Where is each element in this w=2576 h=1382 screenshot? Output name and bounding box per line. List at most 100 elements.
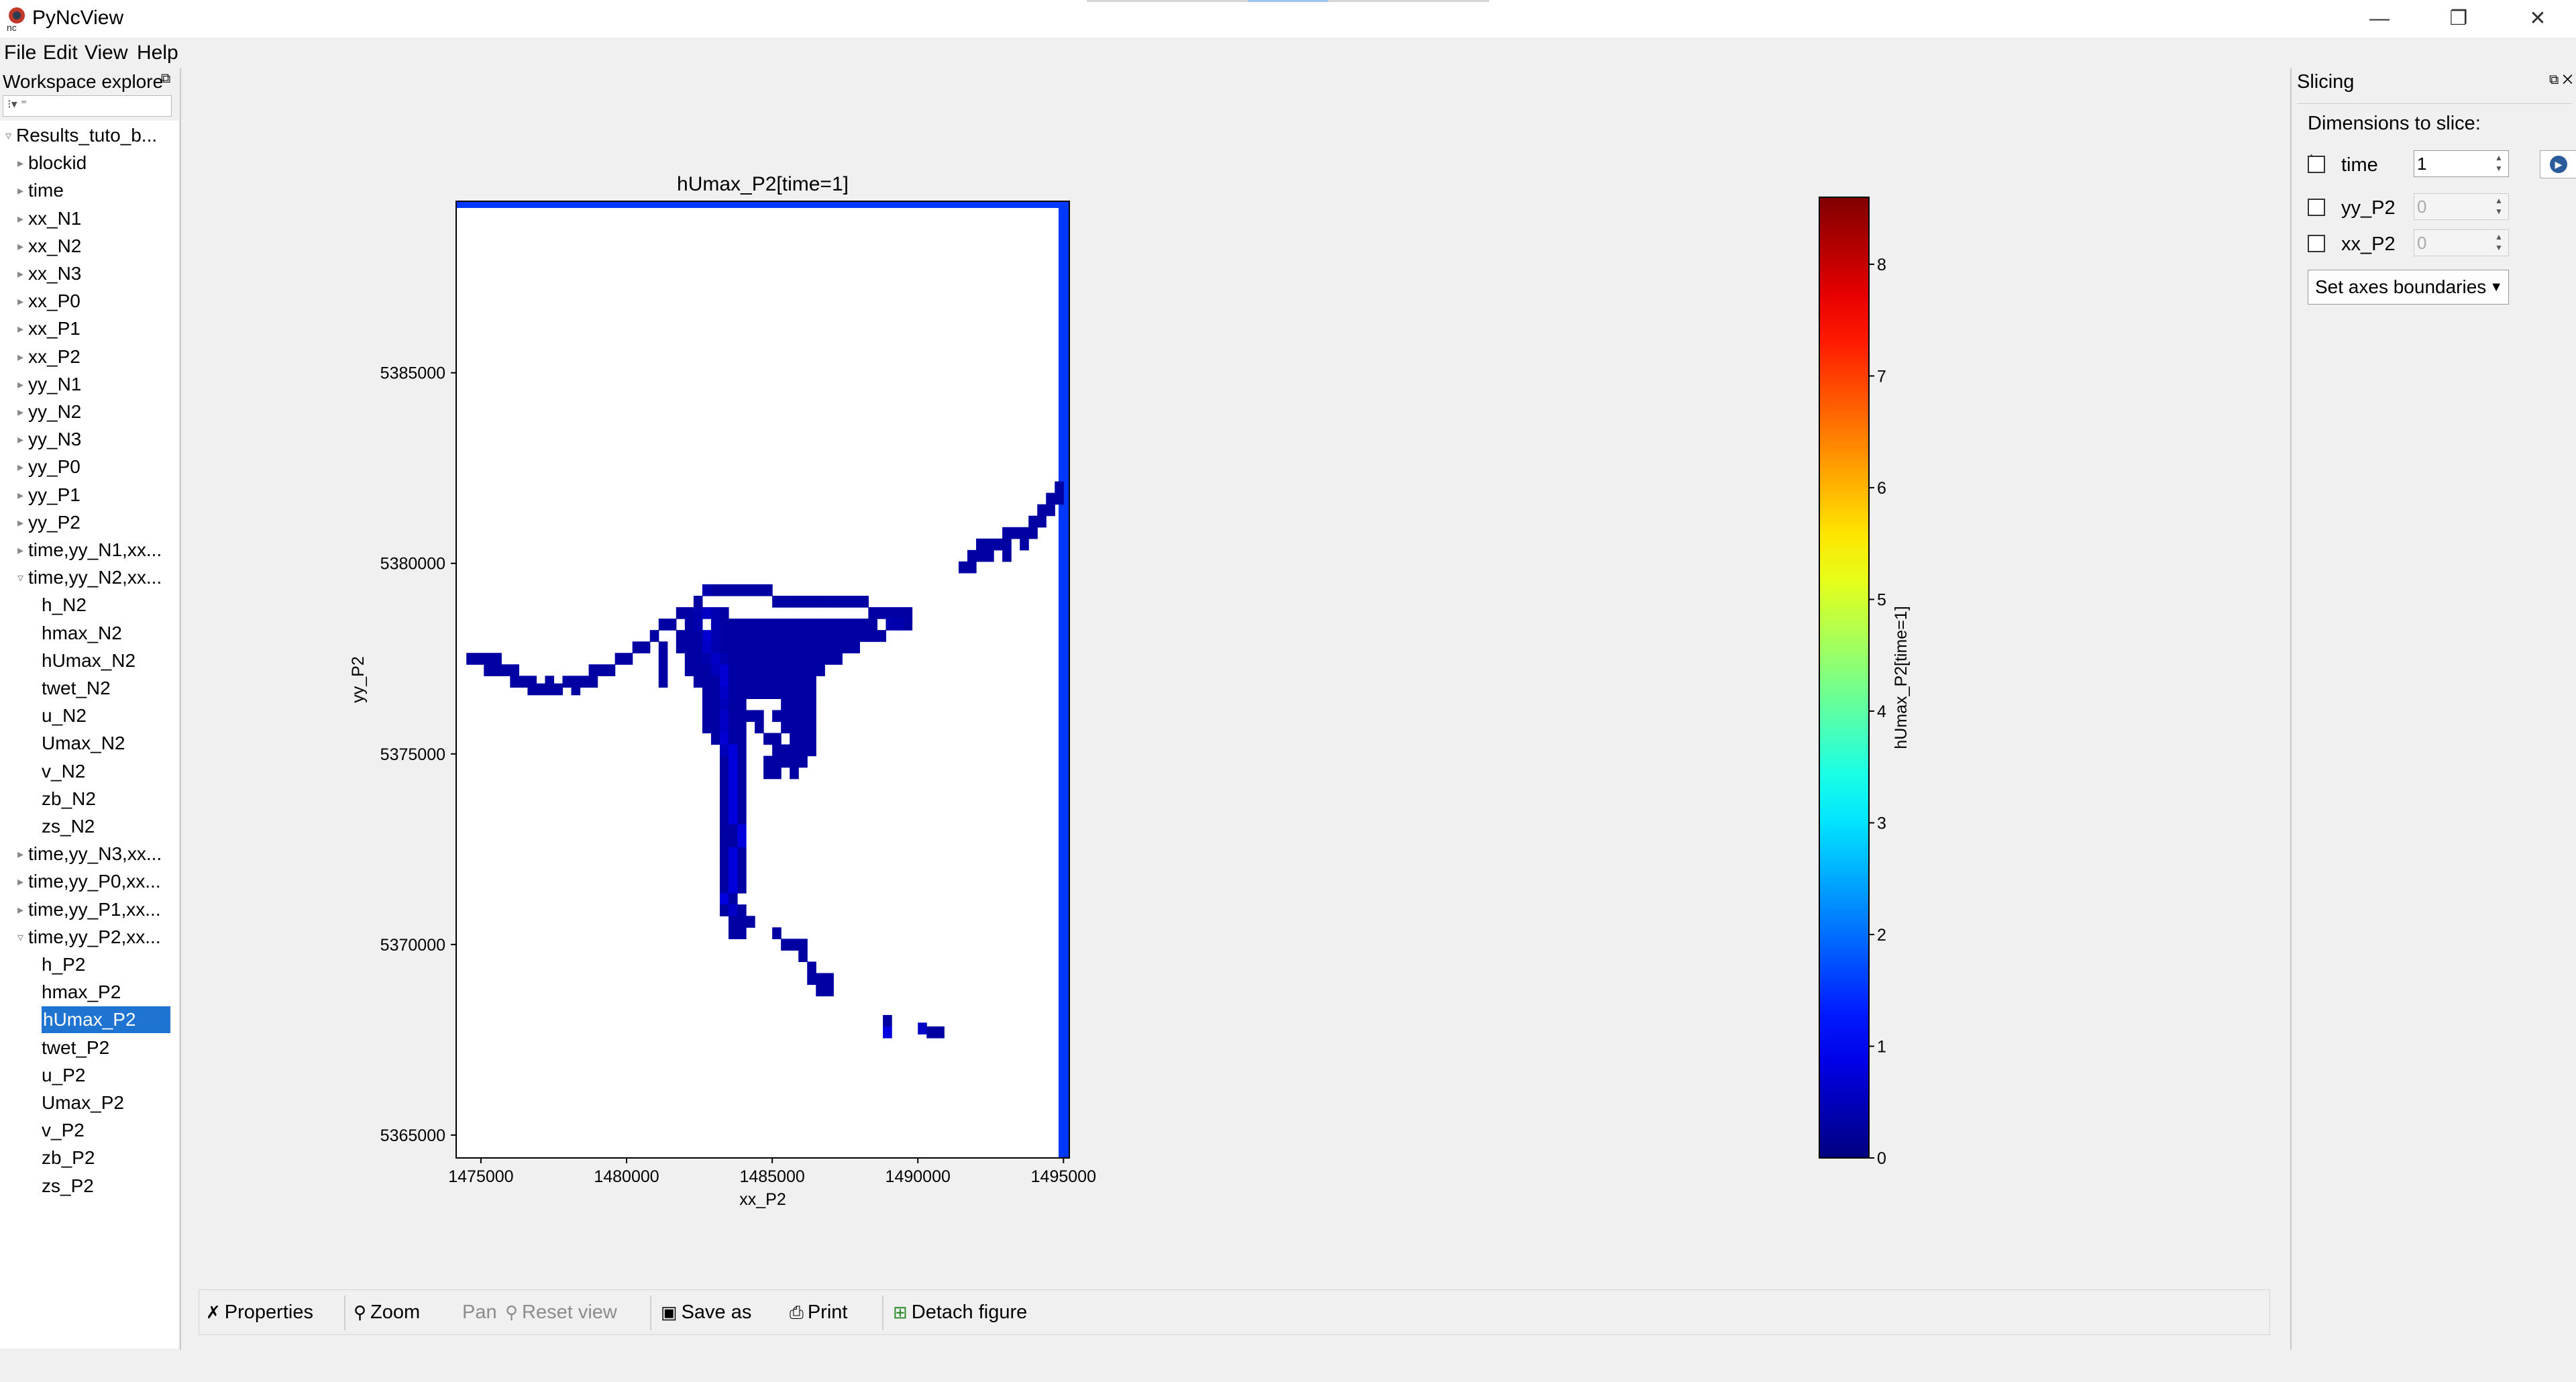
tree-item[interactable]: xx_P2 — [28, 343, 80, 370]
tree-item[interactable]: time,yy_N1,xx... — [28, 537, 162, 564]
tree-expander-icon[interactable]: ▸ — [17, 405, 24, 419]
tree-expander-icon[interactable]: ▿ — [17, 571, 24, 585]
tree-expander-icon[interactable]: ▸ — [17, 433, 24, 447]
tree-item[interactable]: yy_P1 — [28, 482, 80, 509]
tree-item[interactable]: xx_N1 — [28, 205, 81, 232]
tree-item[interactable]: twet_N2 — [42, 675, 111, 702]
tree-item[interactable]: hUmax_P2 — [42, 1006, 170, 1034]
heatmap-cell — [842, 641, 851, 653]
tree-item[interactable]: zb_N2 — [42, 786, 96, 812]
zoom-button[interactable]: ⚲ Zoom — [354, 1297, 420, 1328]
tree-expander-icon[interactable]: ▸ — [17, 184, 24, 198]
tree-item[interactable]: time,yy_P2,xx... — [28, 924, 161, 951]
tree-expander-icon[interactable]: ▸ — [17, 350, 24, 364]
tree-item[interactable]: v_N2 — [42, 758, 85, 785]
spin-arrows-icon[interactable]: ▲ ▼ — [2495, 196, 2503, 216]
tree-expander-icon[interactable]: ▸ — [17, 543, 24, 557]
restore-button[interactable]: ❐ — [2449, 7, 2468, 30]
menu-file[interactable]: File — [4, 42, 37, 64]
tree-expander-icon[interactable]: ▸ — [17, 295, 24, 309]
workspace-toolbar[interactable]: ⁝▾ ⁼ — [3, 95, 172, 117]
heatmap-cell — [684, 664, 694, 676]
yy_P2-spinbox[interactable]: 0 ▲ ▼ — [2414, 193, 2509, 220]
tree-item[interactable]: blockid — [28, 150, 87, 176]
tree-item[interactable]: zb_P2 — [42, 1145, 95, 1171]
heatmap-cell — [781, 664, 790, 676]
heatmap-cell — [684, 607, 694, 619]
float-close-icons[interactable]: ⧉ ✕ — [2549, 72, 2573, 87]
minimize-button[interactable]: — — [2369, 7, 2390, 30]
tree-item[interactable]: time,yy_P0,xx... — [28, 868, 161, 895]
tree-expander-icon[interactable]: ▸ — [17, 377, 24, 391]
print-button[interactable]: ⎙ Print — [790, 1297, 847, 1328]
reset-view-button[interactable]: ⚲ Reset view — [505, 1297, 617, 1328]
close-button[interactable]: ✕ — [2529, 7, 2546, 30]
tree-item[interactable]: twet_P2 — [42, 1034, 109, 1061]
menu-view[interactable]: View — [85, 42, 128, 64]
pan-button[interactable]: Pan — [462, 1297, 497, 1328]
tree-item[interactable]: time,yy_P1,xx... — [28, 896, 161, 923]
tree-item[interactable]: Umax_P2 — [42, 1089, 124, 1116]
tree-item[interactable]: yy_P2 — [28, 509, 80, 536]
tree-expander-icon[interactable]: ▸ — [17, 322, 24, 336]
tree-item[interactable]: yy_N2 — [28, 398, 81, 425]
xx_P2-spinbox[interactable]: 0 ▲ ▼ — [2414, 229, 2509, 256]
properties-button[interactable]: ✗ Properties — [206, 1297, 313, 1328]
tree-item[interactable]: hUmax_N2 — [42, 647, 136, 674]
tree-item[interactable]: Results_tuto_b... — [16, 122, 157, 149]
tree-item[interactable]: yy_P0 — [28, 454, 80, 480]
animate-button[interactable]: ▶ — [2540, 150, 2576, 178]
workspace-explorer-panel: Workspace explorer ⧉ ⁝▾ ⁼ ▿ Results_tuto_… — [0, 68, 181, 1350]
tree-item[interactable]: xx_P0 — [28, 288, 80, 315]
tree-expander-icon[interactable]: ▸ — [17, 875, 24, 889]
tree-expander-icon[interactable]: ▿ — [5, 129, 12, 142]
menu-edit[interactable]: Edit — [43, 42, 78, 64]
tree-item[interactable]: hmax_N2 — [42, 620, 122, 647]
xx_P2-checkbox[interactable] — [2308, 235, 2325, 252]
heatmap-cell — [763, 619, 773, 631]
tree-item[interactable]: xx_P1 — [28, 315, 80, 342]
menu-help[interactable]: Help — [137, 42, 178, 64]
tree-item[interactable]: u_P2 — [42, 1062, 85, 1089]
detach-figure-button[interactable]: ⊞ Detach figure — [893, 1297, 1027, 1328]
heatmap-cell — [737, 859, 747, 871]
tree-item[interactable]: yy_N1 — [28, 371, 81, 398]
time-spinbox[interactable]: 1 ▲ ▼ — [2414, 150, 2509, 177]
tree-item[interactable]: Umax_N2 — [42, 730, 125, 757]
figure-canvas[interactable]: hUmax_P2[time=1] 1475000 1480000 1485000 149… — [182, 68, 2290, 1283]
tree-expander-icon[interactable]: ▸ — [17, 460, 24, 474]
tree-expander-icon[interactable]: ▿ — [17, 930, 24, 944]
tree-item[interactable]: zs_P2 — [42, 1173, 94, 1200]
tree-expander-icon[interactable]: ▸ — [17, 239, 24, 253]
tree-item[interactable]: h_N2 — [42, 592, 87, 619]
time-checkbox[interactable]: ˋ — [2308, 153, 2325, 173]
tree-item[interactable]: time,yy_N2,xx... — [28, 564, 162, 591]
toolbar-dropdown-icon[interactable]: ⁝▾ ⁼ — [7, 97, 28, 111]
tree-item[interactable]: v_P2 — [42, 1117, 85, 1144]
heatmap-cell — [918, 1022, 927, 1034]
tree-item[interactable]: xx_N2 — [28, 233, 81, 260]
tree-expander-icon[interactable]: ▸ — [17, 515, 24, 529]
heatmap-cell — [693, 641, 703, 653]
tree-expander-icon[interactable]: ▸ — [17, 488, 24, 502]
tree-item[interactable]: hmax_P2 — [42, 979, 121, 1006]
tree-expander-icon[interactable]: ▸ — [17, 211, 24, 225]
tree-item[interactable]: zs_N2 — [42, 813, 95, 840]
tree-item[interactable]: time,yy_N3,xx... — [28, 841, 162, 867]
tree-item[interactable]: time — [28, 177, 64, 204]
spin-arrows-icon[interactable]: ▲ ▼ — [2495, 153, 2503, 173]
heatmap-cell — [851, 619, 860, 631]
float-panel-icon[interactable]: ⧉ — [161, 71, 171, 86]
tree-item[interactable]: yy_N3 — [28, 426, 81, 453]
set-axes-boundaries-button[interactable]: Set axes boundaries ▼ — [2308, 270, 2509, 305]
spin-arrows-icon[interactable]: ▲ ▼ — [2495, 232, 2503, 252]
tree-expander-icon[interactable]: ▸ — [17, 902, 24, 916]
tree-item[interactable]: h_P2 — [42, 951, 85, 978]
tree-item[interactable]: u_N2 — [42, 702, 87, 729]
yy_P2-checkbox[interactable] — [2308, 199, 2325, 216]
tree-expander-icon[interactable]: ▸ — [17, 156, 24, 170]
tree-expander-icon[interactable]: ▸ — [17, 847, 24, 861]
tree-item[interactable]: xx_N3 — [28, 260, 81, 287]
save-as-button[interactable]: ▣ Save as — [661, 1297, 751, 1328]
tree-expander-icon[interactable]: ▸ — [17, 267, 24, 280]
